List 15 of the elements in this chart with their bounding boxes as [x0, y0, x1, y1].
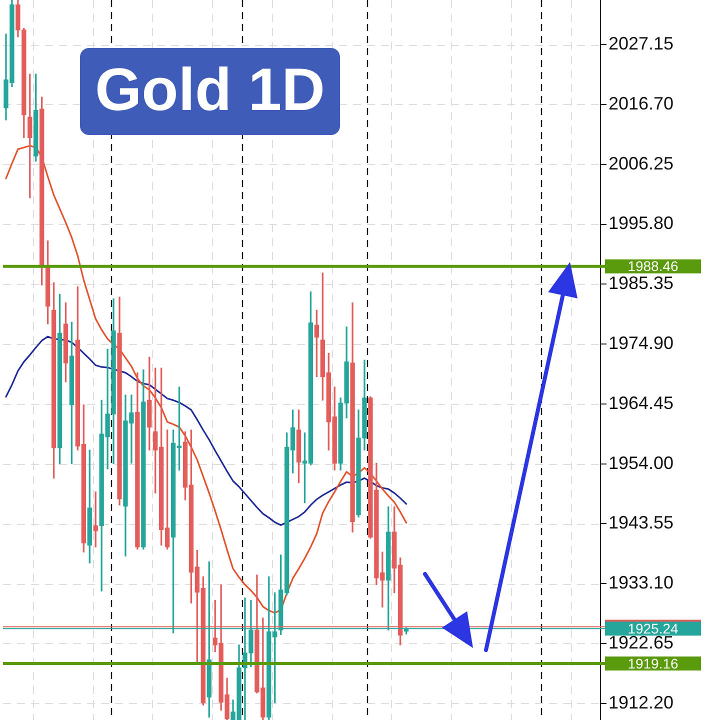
y-tick-label: 1933.10: [608, 572, 674, 593]
ref-line-label: 1988.46: [628, 258, 679, 274]
y-tick-label: 1954.00: [608, 452, 674, 473]
y-tick-label: 2016.70: [608, 93, 674, 114]
y-tick-label: 2006.25: [608, 153, 674, 174]
y-tick-label: 1943.55: [608, 512, 674, 533]
y-tick-label: 1995.80: [608, 213, 674, 234]
y-tick-label: 1912.20: [608, 692, 674, 712]
y-tick-label: 2027.15: [608, 34, 674, 54]
y-tick-label: 1985.35: [608, 273, 674, 294]
ref-line-label: 1919.16: [628, 655, 679, 672]
y-tick-label: 1964.45: [608, 392, 674, 413]
ref-line-label: 1925.24: [628, 620, 679, 637]
text: Gold 1D: [94, 56, 326, 124]
y-tick-label: 1974.90: [608, 333, 674, 354]
